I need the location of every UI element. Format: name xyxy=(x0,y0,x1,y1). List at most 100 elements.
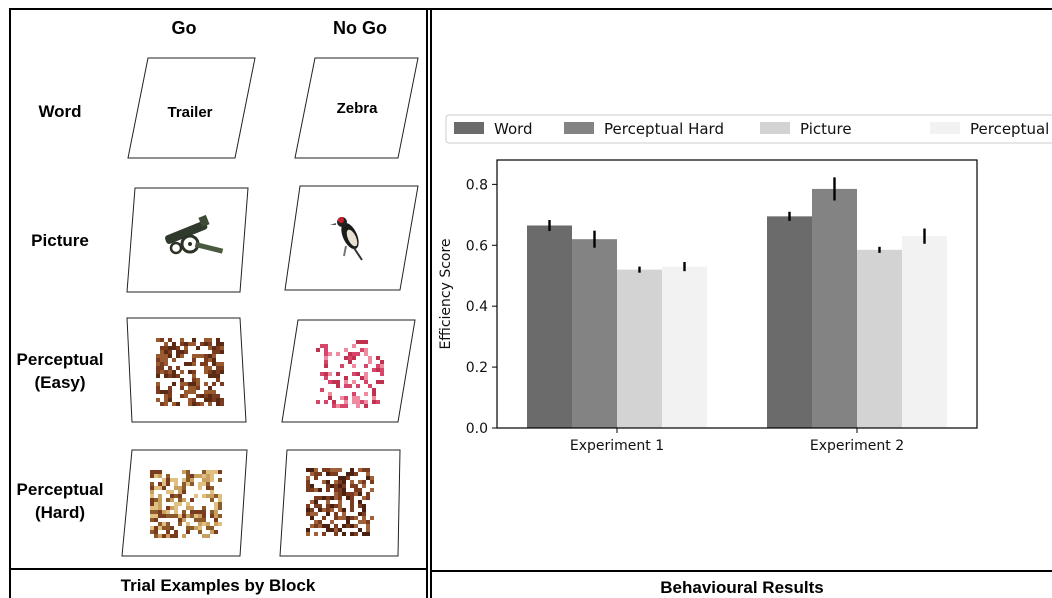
noise-cell xyxy=(204,362,208,366)
noise-cell xyxy=(162,486,166,490)
noise-cell xyxy=(198,474,202,478)
noise-cell xyxy=(176,374,180,378)
noise-cell xyxy=(188,402,192,406)
noise-cell xyxy=(336,404,340,408)
noise-cell xyxy=(202,470,206,474)
noise-cell xyxy=(182,478,186,482)
noise-cell xyxy=(314,476,318,480)
noise-cell xyxy=(154,530,158,534)
noise-cell xyxy=(208,370,212,374)
noise-cell xyxy=(344,396,348,400)
noise-cell xyxy=(192,370,196,374)
noise-cell xyxy=(342,516,346,520)
noise-cell xyxy=(198,518,202,522)
y-axis-label: Efficiency Score xyxy=(438,238,454,349)
noise-cell xyxy=(366,532,370,536)
row-label-perceptual-hard: Perceptual (Hard) xyxy=(10,478,110,524)
noise-cell xyxy=(154,526,158,530)
noise-cell xyxy=(202,482,206,486)
noise-cell xyxy=(346,476,350,480)
noise-cell xyxy=(196,386,200,390)
noise-cell xyxy=(156,398,160,402)
noise-cell xyxy=(358,468,362,472)
noise-cell xyxy=(180,378,184,382)
noise-cell xyxy=(332,400,336,404)
noise-cell xyxy=(324,352,328,356)
noise-cell xyxy=(200,342,204,346)
noise-cell xyxy=(366,524,370,528)
noise-cell xyxy=(334,532,338,536)
card-word-go xyxy=(127,57,256,159)
noise-cell xyxy=(366,496,370,500)
noise-cell xyxy=(166,482,170,486)
noise-cell xyxy=(158,482,162,486)
noise-cell xyxy=(202,518,206,522)
noise-cell xyxy=(192,402,196,406)
x-tick-label: Experiment 2 xyxy=(810,438,904,454)
noise-cell xyxy=(164,354,168,358)
noise-cell xyxy=(164,358,168,362)
noise-cell xyxy=(204,366,208,370)
noise-cell xyxy=(166,506,170,510)
noise-cell xyxy=(322,496,326,500)
noise-cell xyxy=(338,508,342,512)
noise-cell xyxy=(176,346,180,350)
noise-cell xyxy=(214,494,218,498)
noise-cell xyxy=(338,484,342,488)
noise-cell xyxy=(330,472,334,476)
card-easy-go xyxy=(126,317,247,423)
noise-cell xyxy=(310,508,314,512)
noise-cell xyxy=(346,520,350,524)
noise-cell xyxy=(158,534,162,538)
card-word-trailer: Trailer xyxy=(167,104,213,121)
noise-cell xyxy=(166,490,170,494)
noise-cell xyxy=(208,338,212,342)
noise-cell xyxy=(190,482,194,486)
noise-cell xyxy=(314,524,318,528)
noise-cell xyxy=(362,468,366,472)
noise-cell xyxy=(220,346,224,350)
left-panel-title: Trial Examples by Block xyxy=(120,576,316,595)
noise-cell xyxy=(342,476,346,480)
noise-cell xyxy=(160,370,164,374)
noise-cell xyxy=(170,490,174,494)
noise-cell xyxy=(206,474,210,478)
noise-cell xyxy=(338,468,342,472)
noise-cell xyxy=(220,350,224,354)
noise-cell xyxy=(344,356,348,360)
noise-cell xyxy=(216,362,220,366)
noise-cell xyxy=(346,496,350,500)
noise-cell xyxy=(322,508,326,512)
noise-cell xyxy=(214,518,218,522)
noise-cell xyxy=(326,524,330,528)
noise-cell xyxy=(180,338,184,342)
noise-cell xyxy=(338,516,342,520)
noise-cell xyxy=(204,394,208,398)
noise-cell xyxy=(186,478,190,482)
noise-cell xyxy=(320,344,324,348)
noise-cell xyxy=(164,370,168,374)
noise-cell xyxy=(200,394,204,398)
frame-divider-right xyxy=(430,8,432,598)
noise-cell xyxy=(192,390,196,394)
noise-cell xyxy=(218,498,222,502)
noise-cell xyxy=(174,482,178,486)
noise-cell xyxy=(186,522,190,526)
noise-cell xyxy=(180,342,184,346)
noise-cell xyxy=(306,512,310,516)
noise-cell xyxy=(338,480,342,484)
noise-cell xyxy=(162,526,166,530)
noise-cell xyxy=(208,354,212,358)
noise-cell xyxy=(358,492,362,496)
noise-cell xyxy=(306,468,310,472)
noise-cell xyxy=(306,508,310,512)
noise-cell xyxy=(326,528,330,532)
noise-cell xyxy=(316,400,320,404)
noise-cell xyxy=(166,474,170,478)
noise-cell xyxy=(326,480,330,484)
noise-cell xyxy=(204,390,208,394)
noise-cell xyxy=(350,492,354,496)
noise-cell xyxy=(200,362,204,366)
legend-swatch xyxy=(930,122,960,134)
noise-cell xyxy=(150,510,154,514)
